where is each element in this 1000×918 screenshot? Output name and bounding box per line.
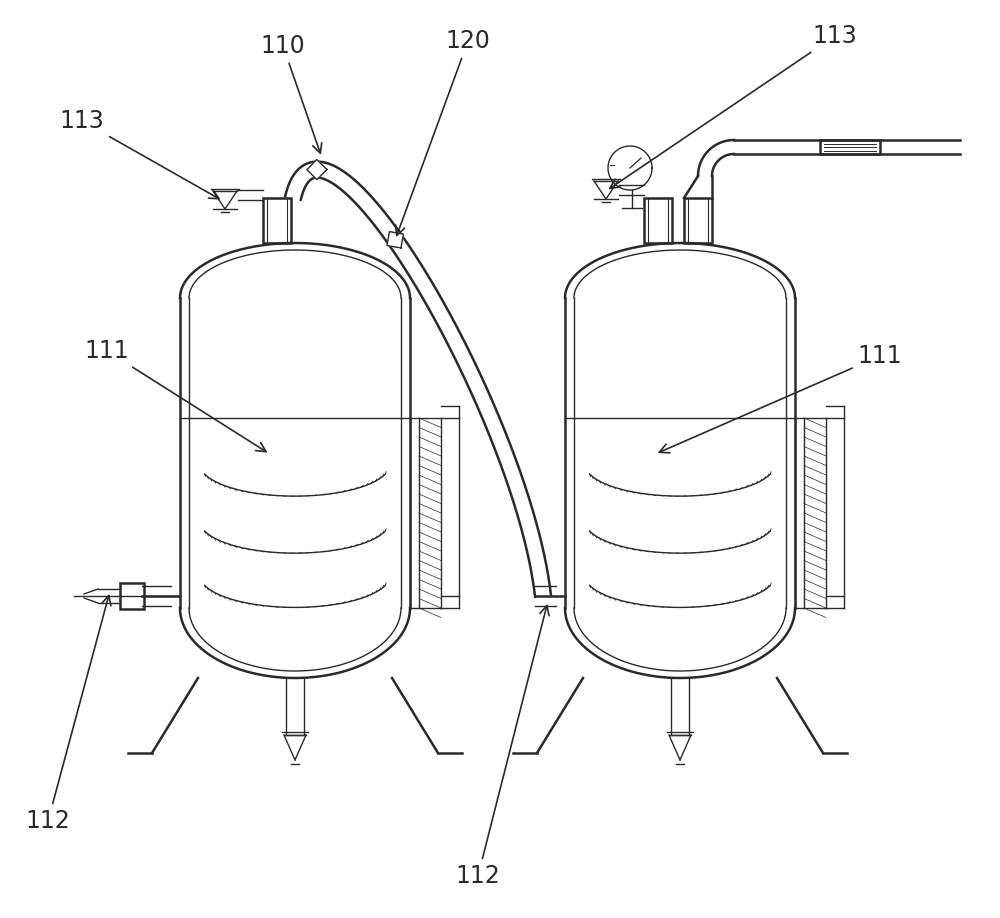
Text: 112: 112 — [456, 606, 549, 888]
Bar — [648, 198, 668, 243]
Polygon shape — [307, 160, 327, 180]
Text: 111: 111 — [659, 344, 902, 453]
Bar — [263, 198, 291, 243]
Bar — [267, 198, 287, 243]
Bar — [688, 198, 708, 243]
Text: 112: 112 — [26, 596, 111, 833]
Text: 113: 113 — [610, 24, 857, 188]
Text: 120: 120 — [396, 29, 490, 235]
Bar — [120, 583, 144, 609]
Text: 111: 111 — [85, 339, 266, 452]
Text: 113: 113 — [60, 109, 219, 198]
Bar — [684, 198, 712, 243]
Polygon shape — [387, 231, 403, 248]
Bar — [644, 198, 672, 243]
Bar — [820, 140, 880, 154]
Text: 110: 110 — [261, 34, 322, 153]
